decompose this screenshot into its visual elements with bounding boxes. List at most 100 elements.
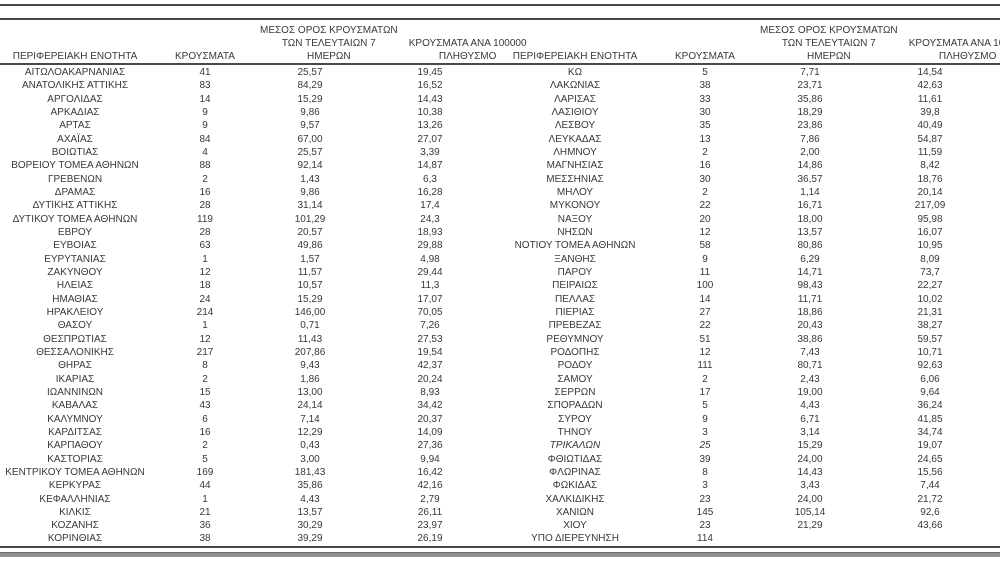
table-row: ΚΑΡΔΙΤΣΑΣ 16 12,29 14,09 — [0, 426, 500, 439]
table-row: ΘΑΣΟΥ 1 0,71 7,26 — [0, 319, 500, 332]
per-100k-value: 9,64 — [920, 386, 940, 398]
cases-value: 2 — [202, 173, 208, 185]
table-row: ΚΩ 5 7,71 14,54 — [500, 66, 1000, 79]
cases-value: 17 — [699, 386, 711, 398]
table-header-left: ΠΕΡΙΦΕΡΕΙΑΚΗ ΕΝΟΤΗΤΑ ΚΡΟΥΣΜΑΤΑ ΜΕΣΟΣ ΟΡΟ… — [0, 20, 527, 63]
table-row: ΔΥΤΙΚΟΥ ΤΟΜΕΑ ΑΘΗΝΩΝ 119 101,29 24,3 — [0, 213, 500, 226]
bottom-border-line — [0, 545, 1000, 548]
per-100k-value: 26,19 — [417, 533, 443, 545]
cases-value: 12 — [699, 226, 711, 238]
cases-value: 28 — [199, 200, 211, 212]
table-row: ΤΡΙΚΑΛΩΝ 25 15,29 19,07 — [500, 439, 1000, 452]
per-100k-value: 8,93 — [420, 386, 440, 398]
cases-value: 36 — [199, 520, 211, 532]
region-name: ΦΛΩΡΙΝΑΣ — [549, 466, 601, 478]
cases-value: 3 — [702, 480, 708, 492]
region-name: ΚΑΡΔΙΤΣΑΣ — [48, 426, 102, 438]
region-name: ΝΑΞΟΥ — [557, 213, 593, 225]
avg-7day-value: 49,86 — [297, 240, 323, 252]
avg-7day-value: 101,29 — [294, 213, 326, 225]
cases-value: 2 — [202, 373, 208, 385]
avg-7day-value: 7,14 — [300, 413, 320, 425]
cases-value: 3 — [702, 426, 708, 438]
table-row: ΠΕΛΛΑΣ 14 11,71 10,02 — [500, 293, 1000, 306]
cases-value: 1 — [202, 493, 208, 505]
table-header: ΠΕΡΙΦΕΡΕΙΑΚΗ ΕΝΟΤΗΤΑ ΚΡΟΥΣΜΑΤΑ ΜΕΣΟΣ ΟΡΟ… — [0, 20, 1000, 63]
cases-value: 16 — [699, 160, 711, 172]
avg-7day-value: 1,57 — [300, 253, 320, 265]
avg-7day-value — [760, 532, 860, 545]
region-name: ΝΟΤΙΟΥ ΤΟΜΕΑ ΑΘΗΝΩΝ — [514, 240, 636, 252]
region-name: ΕΒΡΟΥ — [57, 226, 93, 238]
cases-value: 44 — [199, 480, 211, 492]
cases-value: 9 — [202, 120, 208, 132]
table-row: ΧΑΝΙΩΝ 145 105,14 92,6 — [500, 506, 1000, 519]
region-name: ΧΑΝΙΩΝ — [555, 506, 595, 518]
per-100k-value: 24,65 — [917, 453, 943, 465]
per-100k-value: 92,6 — [920, 506, 940, 518]
per-100k-value: 14,09 — [417, 426, 443, 438]
table-row: ΧΑΛΚΙΔΙΚΗΣ 23 24,00 21,72 — [500, 493, 1000, 506]
cases-value: 5 — [702, 400, 708, 412]
table-row: ΗΛΕΙΑΣ 18 10,57 11,3 — [0, 279, 500, 292]
per-100k-value: 10,95 — [917, 240, 943, 252]
cases-value: 9 — [702, 413, 708, 425]
cases-value: 83 — [199, 80, 211, 92]
avg-7day-value: 14,71 — [797, 266, 823, 278]
cases-value: 145 — [696, 506, 714, 518]
region-name: ΞΑΝΘΗΣ — [554, 253, 596, 265]
cases-value: 18 — [199, 280, 211, 292]
cases-value: 39 — [699, 453, 711, 465]
per-100k-value — [860, 532, 1000, 545]
region-name: ΙΚΑΡΙΑΣ — [55, 373, 95, 385]
cases-value: 30 — [699, 106, 711, 118]
avg-7day-value: 4,43 — [300, 493, 320, 505]
per-100k-value: 43,66 — [917, 520, 943, 532]
table-row: ΛΕΣΒΟΥ 35 23,86 40,49 — [500, 119, 1000, 132]
avg-7day-value: 11,57 — [297, 266, 323, 278]
avg-7day-value: 20,43 — [797, 320, 823, 332]
cases-value: 12 — [199, 333, 211, 345]
table-row: ΑΡΤΑΣ 9 9,57 13,26 — [0, 119, 500, 132]
region-name: ΑΧΑΪΑΣ — [57, 133, 93, 145]
cases-value: 21 — [199, 506, 211, 518]
column-header-per-100k: ΚΡΟΥΣΜΑΤΑ ΑΝΑ 100000 ΠΛΗΘΥΣΜΟ — [908, 38, 1000, 62]
avg-7day-value: 38,86 — [797, 333, 823, 345]
region-name: ΚΙΛΚΙΣ — [59, 506, 91, 518]
avg-7day-value: 80,71 — [797, 360, 823, 372]
per-100k-value: 19,45 — [417, 67, 443, 78]
per-100k-value: 14,43 — [417, 93, 443, 105]
table-row: ΑΡΚΑΔΙΑΣ 9 9,86 10,38 — [0, 106, 500, 119]
avg-7day-value: 14,86 — [797, 160, 823, 172]
region-name: ΚΑΡΠΑΘΟΥ — [47, 440, 103, 452]
table-row: ΠΕΙΡΑΙΩΣ 100 98,43 22,27 — [500, 279, 1000, 292]
avg-7day-value: 18,00 — [797, 213, 823, 225]
table-row: ΦΛΩΡΙΝΑΣ 8 14,43 15,56 — [500, 466, 1000, 479]
region-name: ΜΗΛΟΥ — [556, 186, 594, 198]
table-row: ΚΟΡΙΝΘΙΑΣ 38 39,29 26,19 — [0, 532, 500, 545]
cases-value: 88 — [199, 160, 211, 172]
cases-value: 8 — [702, 466, 708, 478]
region-name: ΗΜΑΘΙΑΣ — [52, 293, 98, 305]
table-row: ΚΕΦΑΛΛΗΝΙΑΣ 1 4,43 2,79 — [0, 493, 500, 506]
table-row: ΡΟΔΟΠΗΣ 12 7,43 10,71 — [500, 346, 1000, 359]
per-100k-value: 42,37 — [417, 360, 443, 372]
table-header-right: ΠΕΡΙΦΕΡΕΙΑΚΗ ΕΝΟΤΗΤΑ ΚΡΟΥΣΜΑΤΑ ΜΕΣΟΣ ΟΡΟ… — [500, 20, 1000, 63]
region-name: ΕΥΒΟΙΑΣ — [53, 240, 97, 252]
per-100k-value: 38,27 — [917, 320, 943, 332]
avg-7day-value: 36,57 — [797, 173, 823, 185]
header-underline — [0, 63, 1000, 65]
avg-7day-value: 35,86 — [297, 480, 323, 492]
table-row: ΜΑΓΝΗΣΙΑΣ 16 14,86 8,42 — [500, 159, 1000, 172]
table-body-right: ΚΩ 5 7,71 14,54 ΛΑΚΩΝΙΑΣ 38 23,71 42,63 ΛΑΡΙΣΑΣ 3… — [500, 65, 1000, 546]
per-100k-value: 23,97 — [417, 520, 443, 532]
table-row: ΘΗΡΑΣ 8 9,43 42,37 — [0, 359, 500, 372]
table-row: ΚΙΛΚΙΣ 21 13,57 26,11 — [0, 506, 500, 519]
region-name: ΚΑΛΥΜΝΟΥ — [47, 413, 103, 425]
region-name: ΛΑΡΙΣΑΣ — [554, 93, 596, 105]
avg-7day-value: 3,14 — [800, 426, 820, 438]
region-name: ΧΙΟΥ — [563, 520, 587, 532]
per-100k-value: 6,3 — [423, 173, 437, 185]
avg-7day-value: 13,00 — [297, 386, 323, 398]
region-name: ΑΡΚΑΔΙΑΣ — [50, 106, 100, 118]
